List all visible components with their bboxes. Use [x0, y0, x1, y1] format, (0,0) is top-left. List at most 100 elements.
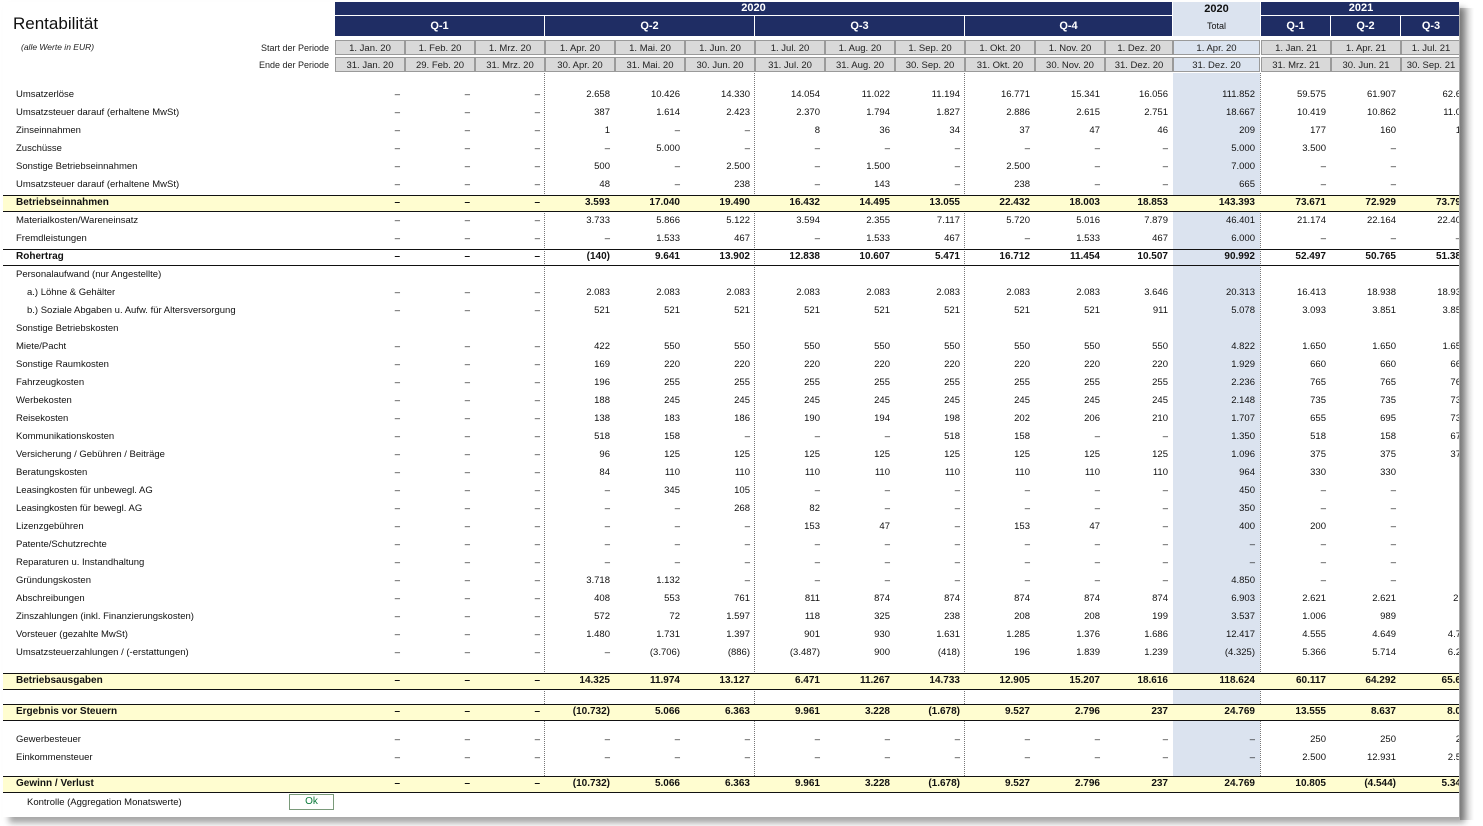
table-cell: 158 [664, 431, 680, 442]
table-cell: 765 [1310, 377, 1326, 388]
table-cell: – [884, 503, 890, 514]
table-cell: 73.79 [1435, 197, 1459, 208]
table-cell: 17.040 [649, 197, 680, 208]
table-cell: – [534, 287, 540, 298]
table-cell: 125 [804, 449, 820, 460]
table-cell: – [814, 752, 820, 763]
table-cell: 118 [804, 611, 820, 622]
table-cell: 5.720 [1006, 215, 1030, 226]
table-cell: 12.838 [789, 251, 820, 262]
table-cell: 521 [1014, 305, 1030, 316]
table-cell: 521 [804, 305, 820, 316]
period-start-cell: 1. Sep. 20 [895, 40, 965, 55]
table-cell: 874 [874, 593, 890, 604]
table-cell: 467 [944, 233, 960, 244]
table-cell: – [1320, 161, 1326, 172]
table-cell: 255 [874, 377, 890, 388]
table-cell: – [604, 233, 610, 244]
table-cell: 1.006 [1302, 611, 1326, 622]
table-cell: – [534, 629, 540, 640]
table-cell: 125 [874, 449, 890, 460]
table-cell: 220 [874, 359, 890, 370]
table-cell: 6.363 [724, 706, 750, 717]
table-cell: – [674, 734, 680, 745]
table-cell: 1.480 [586, 629, 610, 640]
table-cell: 110 [664, 467, 680, 478]
table-cell: 550 [944, 341, 960, 352]
table-cell: 521 [664, 305, 680, 316]
table-cell: 2.500 [726, 161, 750, 172]
row-rule [3, 704, 1459, 705]
table-cell: 11.974 [649, 675, 680, 686]
table-cell: – [604, 734, 610, 745]
row-label: Umsatzsteuer darauf (erhaltene MwSt) [16, 179, 180, 190]
table-cell: 989 [1380, 611, 1396, 622]
row-label: Miete/Pacht [16, 341, 67, 352]
table-cell: – [394, 647, 400, 658]
table-cell: 4.822 [1231, 341, 1255, 352]
table-cell: 660 [1380, 359, 1396, 370]
table-cell: – [464, 611, 470, 622]
row-label: Umsatzerlöse [16, 89, 75, 100]
table-cell: – [674, 539, 680, 550]
table-cell: (4.325) [1224, 647, 1255, 658]
table-cell: – [814, 539, 820, 550]
table-cell: 110 [874, 467, 890, 478]
table-cell: 196 [1014, 647, 1030, 658]
period-start-cell: 1. Mrz. 20 [475, 40, 545, 55]
table-cell: – [534, 197, 540, 208]
row-label: Zinszahlungen (inkl. Finanzierungskosten… [16, 611, 194, 622]
table-cell: – [464, 675, 470, 686]
table-cell: 2.083 [936, 287, 960, 298]
table-cell: – [1249, 734, 1255, 745]
table-cell: 5.34 [1441, 778, 1459, 789]
table-cell: – [534, 734, 540, 745]
table-cell: 143.393 [1218, 197, 1255, 208]
table-cell: 118.624 [1219, 675, 1255, 686]
table-cell: – [394, 734, 400, 745]
table-cell: – [534, 675, 540, 686]
table-cell: – [954, 734, 960, 745]
table-cell: 125 [664, 449, 680, 460]
table-cell: – [884, 485, 890, 496]
period-start-cell: 1. Apr. 20 [1173, 40, 1260, 55]
table-cell: 5.122 [726, 215, 750, 226]
period-start-cell: 1. Jul. 21 [1401, 40, 1459, 55]
total-row-band [3, 777, 1459, 792]
table-cell: – [744, 557, 750, 568]
table-cell: – [534, 341, 540, 352]
row-rule [3, 776, 1459, 777]
table-cell: 8 [814, 125, 820, 136]
control-status-ok[interactable]: Ok [289, 794, 334, 810]
table-cell: – [534, 593, 540, 604]
table-cell: 550 [734, 341, 750, 352]
period-end-cell: 30. Sep. 21 [1401, 57, 1459, 72]
table-cell: 660 [1310, 359, 1326, 370]
row-label: Werbekosten [16, 395, 72, 406]
table-cell: 268 [734, 503, 750, 514]
table-cell: 10.862 [1366, 107, 1396, 118]
table-cell: 400 [1239, 521, 1255, 532]
table-cell: 9.527 [1004, 778, 1030, 789]
currency-note: (alle Werte in EUR) [21, 42, 95, 52]
period-start-cell: 1. Apr. 20 [545, 40, 615, 55]
table-cell: 14.495 [859, 197, 890, 208]
table-cell: 1.686 [1144, 629, 1168, 640]
period-start-cell: 1. Jan. 21 [1261, 40, 1331, 55]
table-cell: – [1162, 431, 1168, 442]
table-cell: 238 [944, 611, 960, 622]
table-cell: 237 [1151, 778, 1168, 789]
table-cell: – [1390, 557, 1396, 568]
table-cell: – [394, 752, 400, 763]
table-cell: – [744, 734, 750, 745]
table-cell: – [1390, 503, 1396, 514]
table-cell: 5.066 [654, 706, 680, 717]
table-cell: – [604, 557, 610, 568]
table-cell: 16.413 [1296, 287, 1326, 298]
table-cell: 901 [804, 629, 820, 640]
control-label: Kontrolle (Aggregation Monatswerte) [27, 797, 182, 808]
table-cell: 2.500 [1006, 161, 1030, 172]
table-cell: 15.341 [1070, 89, 1100, 100]
row-rule [3, 792, 1459, 793]
table-cell: 1.707 [1231, 413, 1255, 424]
